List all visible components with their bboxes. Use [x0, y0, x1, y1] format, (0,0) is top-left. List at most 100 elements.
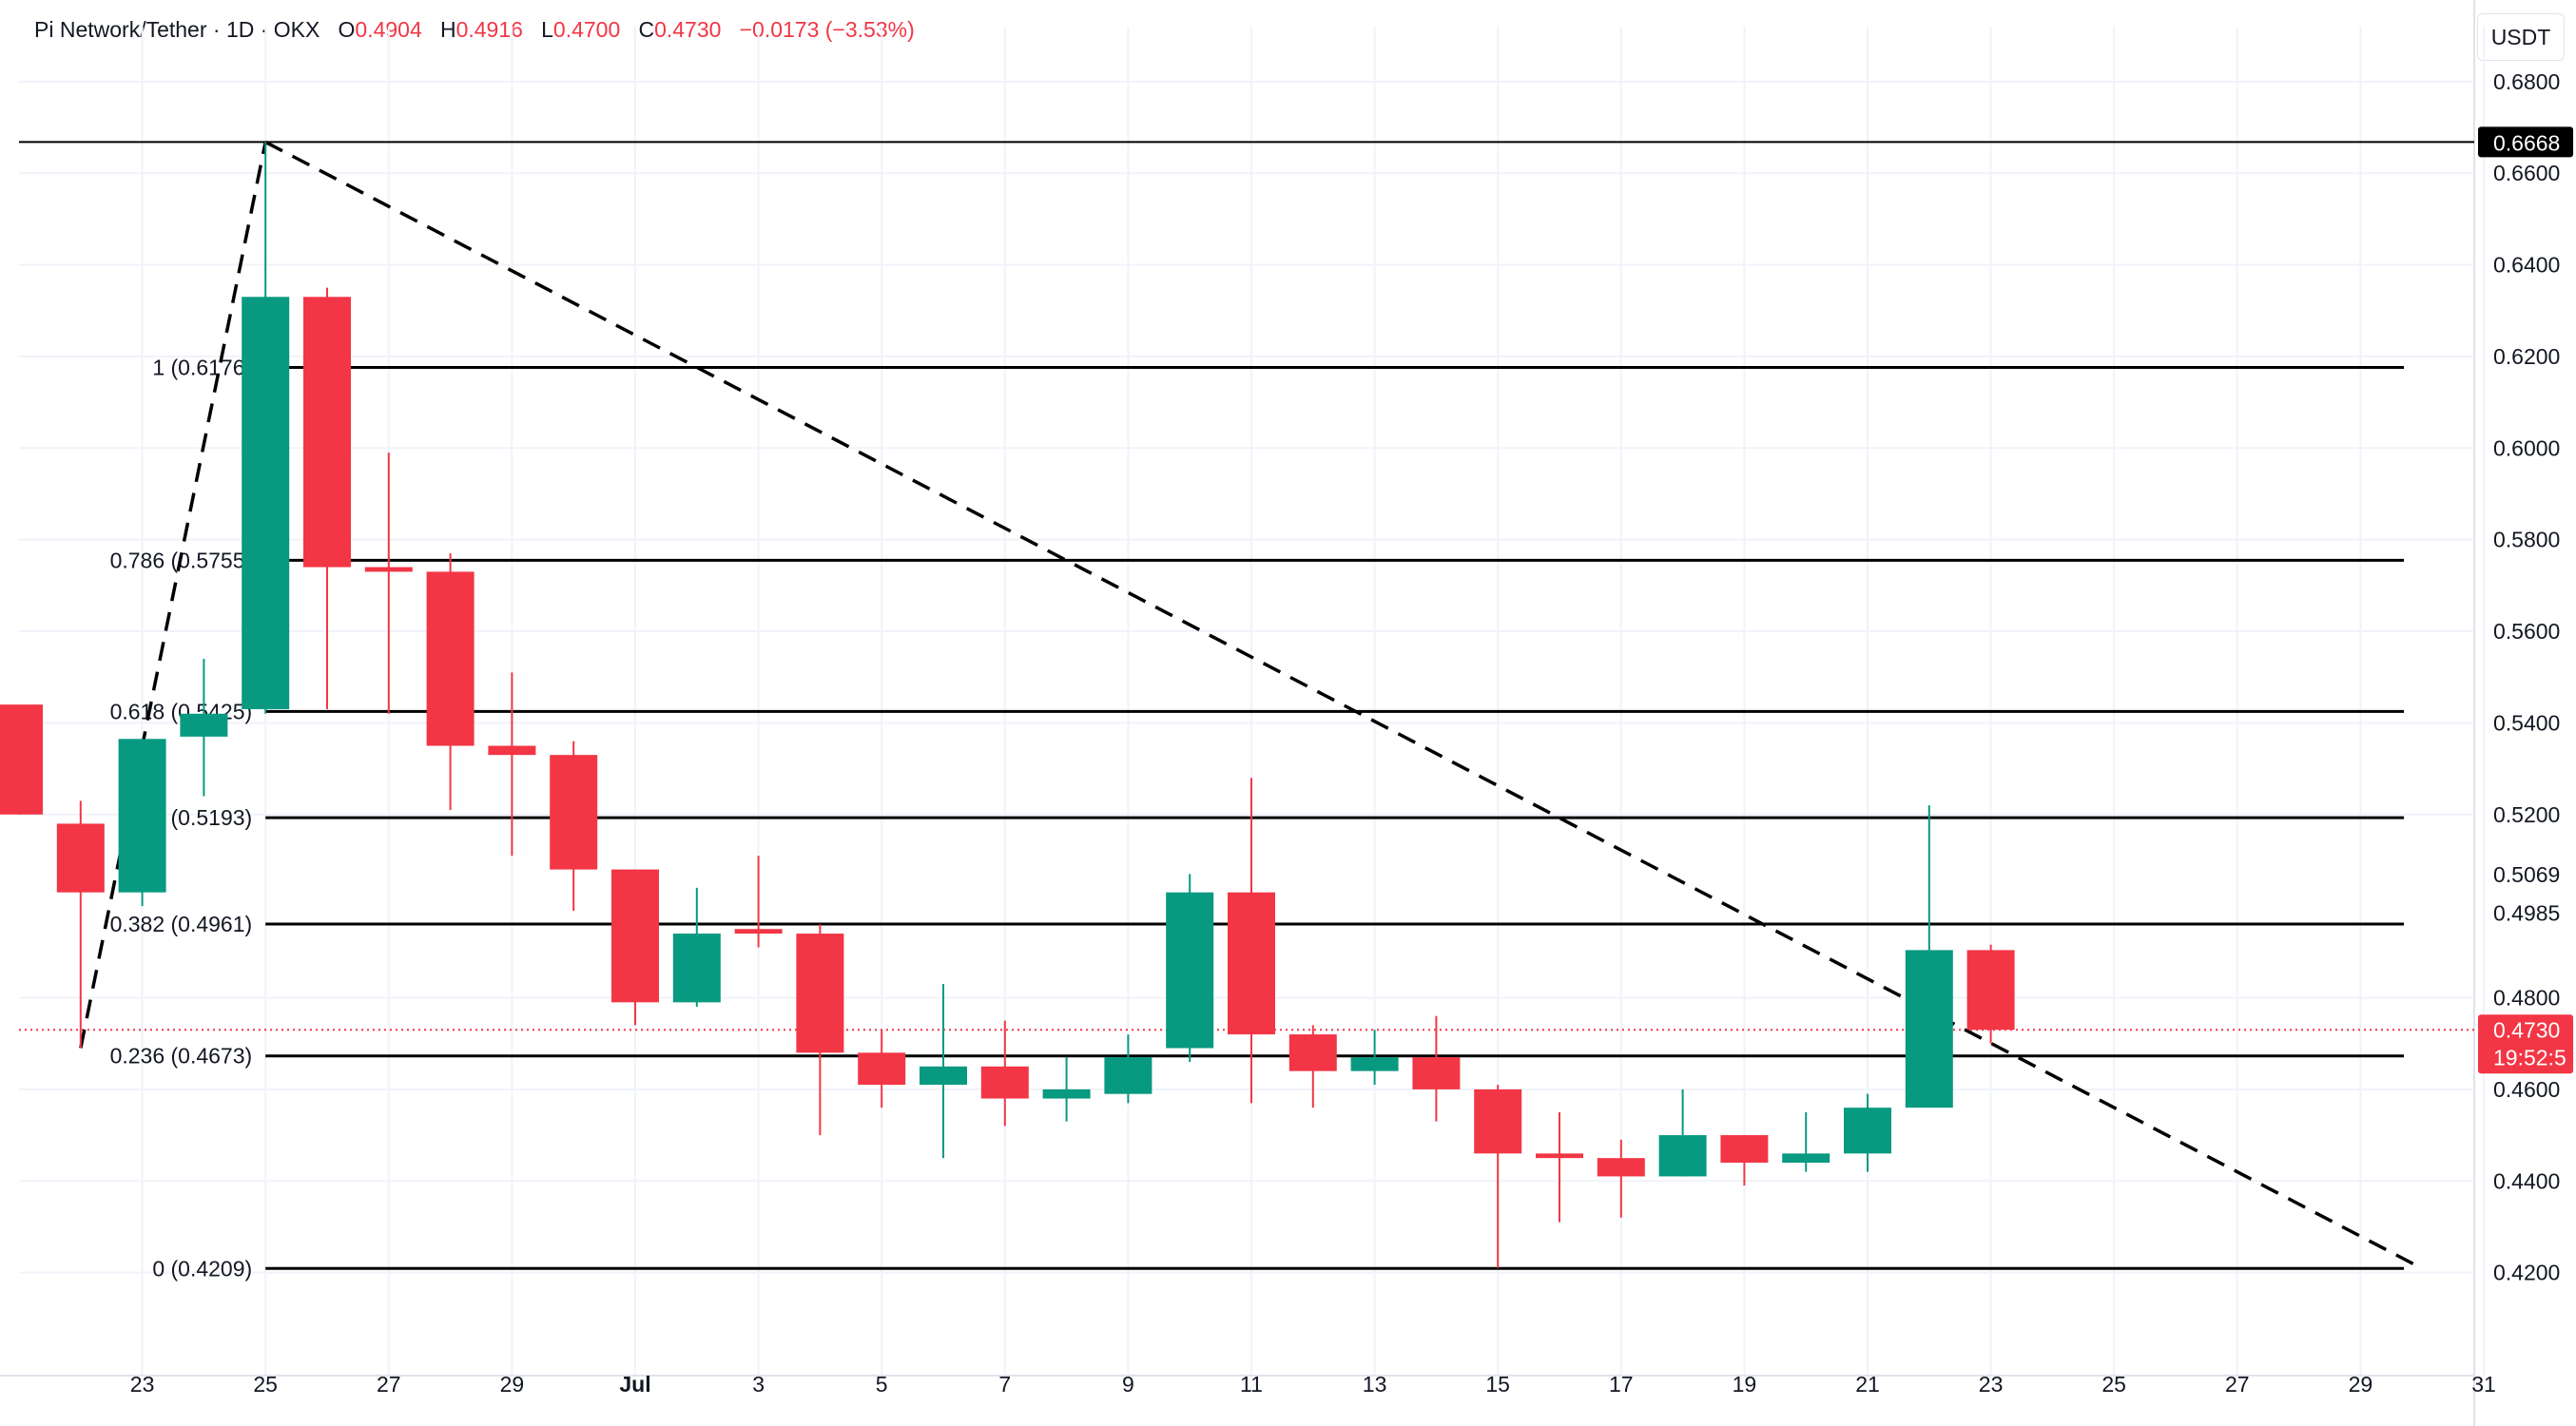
x-tick-label: 7 — [998, 1372, 1011, 1397]
candle-body — [1474, 1089, 1522, 1154]
fibonacci-levels: 1 (0.6176)0.786 (0.5755)0.618 (0.5425)0.… — [19, 141, 2474, 1281]
y-tick-label: 0.5069 — [2493, 862, 2560, 887]
y-tick-label: 0.6000 — [2493, 435, 2560, 460]
candle-body — [1042, 1089, 1091, 1099]
legend-change: −0.0173 (−3.53%) — [739, 17, 915, 42]
candle-body — [611, 869, 659, 1003]
last-price-label: 0.4730 — [2493, 1017, 2560, 1042]
currency-unit-button[interactable]: USDT — [2477, 13, 2565, 61]
candle-body — [180, 713, 228, 737]
candle-body — [0, 704, 43, 815]
candle-up — [672, 887, 721, 1008]
legend-low-value: 0.4700 — [552, 17, 621, 42]
candle-body — [1288, 1034, 1337, 1071]
candle-down — [56, 800, 105, 1049]
y-tick-label: 0.6400 — [2493, 253, 2560, 278]
candle-down — [980, 1020, 1029, 1127]
candle-down — [1228, 778, 1275, 1104]
candle-up — [1350, 1030, 1399, 1086]
legend-high-label: H — [439, 17, 456, 42]
x-tick-label: 25 — [253, 1372, 278, 1397]
x-tick-label: 27 — [2225, 1372, 2250, 1397]
candle-down — [488, 672, 536, 857]
candle-body — [488, 745, 536, 756]
candle-body — [1104, 1057, 1152, 1094]
candle-body — [426, 571, 475, 746]
x-tick-label: 15 — [1485, 1372, 1510, 1397]
x-tick-label: 19 — [1733, 1372, 1757, 1397]
y-tick-label: 0.4400 — [2493, 1168, 2560, 1193]
candle-body — [980, 1066, 1029, 1099]
candle-up — [920, 984, 967, 1159]
x-tick-label: 29 — [500, 1372, 525, 1397]
high-price-label-bg — [2478, 126, 2573, 158]
candle-body — [118, 739, 166, 893]
x-tick-label: 23 — [130, 1372, 155, 1397]
last-price-label-bg — [2478, 1014, 2573, 1074]
candle-body — [56, 823, 105, 893]
candle-down — [1966, 944, 2015, 1044]
y-tick-label: 0.5400 — [2493, 710, 2560, 735]
x-tick-label: 5 — [876, 1372, 888, 1397]
candle-down — [1597, 1139, 1645, 1218]
candle-body — [796, 934, 844, 1053]
x-tick-label: 25 — [2101, 1372, 2126, 1397]
candle-up — [118, 739, 166, 907]
candle-down — [858, 1030, 906, 1108]
candle-down — [550, 741, 598, 911]
candle-up — [1104, 1034, 1152, 1104]
x-tick-label: 27 — [377, 1372, 401, 1397]
x-tick-label: 17 — [1609, 1372, 1634, 1397]
x-tick-label: 11 — [1240, 1372, 1263, 1397]
legend-symbol: Pi Network/Tether · 1D · OKX — [34, 17, 320, 42]
candle-up — [1166, 874, 1214, 1062]
candle-body — [1844, 1108, 1891, 1154]
candle-body — [1228, 892, 1275, 1035]
legend-close-value: 0.4730 — [654, 17, 722, 42]
fib-level-label: 0.236 (0.4673) — [110, 1044, 253, 1069]
chart-legend: Pi Network/Tether · 1D · OKX O0.4904 H0.… — [34, 17, 915, 43]
price-labels: 0.6668 0.4730 19:52:5 — [2478, 126, 2573, 1074]
candle-body — [1720, 1135, 1769, 1163]
y-tick-label: 0.6200 — [2493, 344, 2560, 369]
candle-up — [1042, 1057, 1091, 1122]
y-tick-label: 0.6800 — [2493, 69, 2560, 94]
x-tick-label: 3 — [752, 1372, 765, 1397]
candle-up — [1844, 1093, 1891, 1172]
y-tick-label: 0.4600 — [2493, 1077, 2560, 1102]
trendlines — [79, 140, 2424, 1270]
candle-body — [1658, 1135, 1707, 1177]
candle-down — [303, 287, 351, 709]
candle-down — [796, 924, 844, 1136]
y-tick-label: 0.4200 — [2493, 1261, 2560, 1285]
candle-body — [672, 934, 721, 1003]
trendline-dashed — [79, 142, 267, 1049]
fib-level-label: 1 (0.6176) — [152, 355, 252, 379]
legend-close-label: C — [638, 17, 655, 42]
candle-body — [1782, 1153, 1830, 1163]
candle-down — [1474, 1085, 1522, 1268]
y-tick-label: 0.5200 — [2493, 802, 2560, 827]
x-tick-label: 9 — [1122, 1372, 1134, 1397]
countdown-label: 19:52:5 — [2493, 1045, 2566, 1070]
x-tick-label: 29 — [2349, 1372, 2373, 1397]
candle-body — [920, 1066, 967, 1086]
y-tick-label: 0.5600 — [2493, 619, 2560, 644]
candle-body — [242, 297, 290, 709]
y-tick-label: 0.6600 — [2493, 161, 2560, 185]
y-tick-label: 0.5800 — [2493, 528, 2560, 552]
candle-body — [1597, 1158, 1645, 1177]
candle-body — [364, 567, 413, 572]
fib-level-label: 0.382 (0.4961) — [110, 912, 253, 936]
candle-up — [1782, 1111, 1830, 1172]
candle-body — [1412, 1057, 1461, 1089]
high-price-label: 0.6668 — [2493, 130, 2560, 155]
candle-body — [858, 1052, 906, 1086]
candle-up — [1658, 1089, 1707, 1177]
x-tick-label: 13 — [1363, 1372, 1387, 1397]
candle-body — [1966, 950, 2015, 1031]
legend-low-label: L — [541, 17, 553, 42]
x-tick-label: 31 — [2471, 1372, 2496, 1397]
